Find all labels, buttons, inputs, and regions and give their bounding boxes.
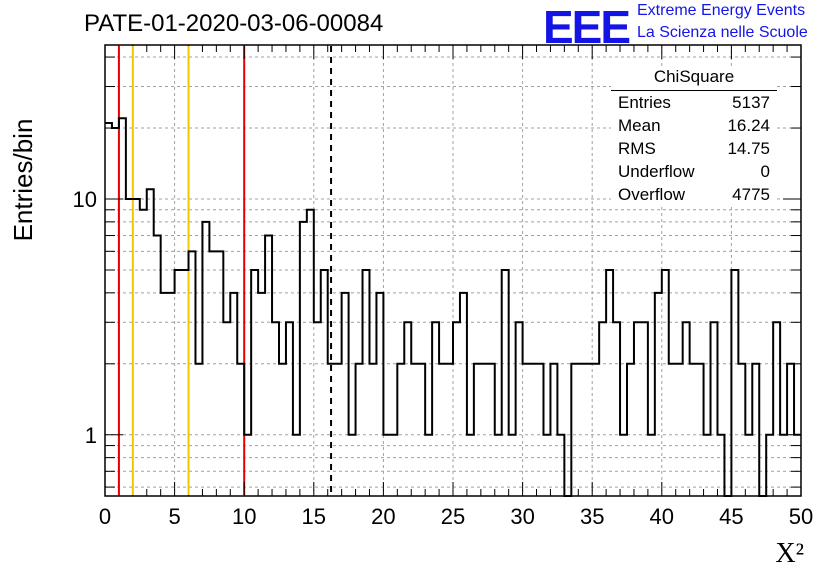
axis-ticks [104, 45, 802, 496]
y-tick-label: 1 [85, 423, 97, 448]
stats-value: 14.75 [727, 139, 770, 158]
eee-tagline-2: La Scienza nelle Scuole [637, 24, 808, 41]
stats-label: Overflow [618, 185, 686, 204]
x-tick-label: 15 [302, 504, 326, 529]
x-axis-label: X² [775, 538, 804, 569]
x-tick-labels: 0 5 10 15 20 25 30 35 40 45 50 [99, 504, 813, 529]
x-tick-label: 0 [99, 504, 111, 529]
stats-row-entries: Entries 5137 [611, 91, 777, 114]
x-tick-label: 5 [168, 504, 180, 529]
x-tick-label: 10 [232, 504, 256, 529]
stats-label: RMS [618, 139, 656, 158]
stats-box: ChiSquare Entries 5137 Mean 16.24 RMS 14… [611, 67, 777, 206]
x-tick-label: 50 [789, 504, 813, 529]
y-tick-labels: 1 10 [73, 187, 97, 448]
histogram-outline [105, 117, 801, 497]
eee-logo: EEE [543, 1, 631, 53]
stats-label: Entries [618, 93, 671, 112]
stats-label: Underflow [618, 162, 695, 181]
stats-label: Mean [618, 116, 661, 135]
stats-row-rms: RMS 14.75 [611, 137, 777, 160]
x-tick-label: 35 [580, 504, 604, 529]
stats-value: 4775 [732, 185, 770, 204]
eee-tagline-1: Extreme Energy Events [637, 2, 806, 19]
x-tick-label: 45 [719, 504, 743, 529]
y-tick-label: 10 [73, 187, 97, 212]
x-tick-label: 20 [371, 504, 395, 529]
stats-value: 16.24 [727, 116, 770, 135]
stats-title: ChiSquare [611, 67, 777, 91]
stats-row-mean: Mean 16.24 [611, 114, 777, 137]
y-axis-label: Entries/bin [8, 119, 38, 242]
run-title: PATE-01-2020-03-06-00084 [84, 10, 384, 37]
stats-value: 5137 [732, 93, 770, 112]
stats-value: 0 [760, 162, 770, 181]
stats-row-overflow: Overflow 4775 [611, 183, 777, 206]
x-tick-label: 30 [510, 504, 534, 529]
x-tick-label: 25 [441, 504, 465, 529]
stats-row-underflow: Underflow 0 [611, 160, 777, 183]
x-tick-label: 40 [650, 504, 674, 529]
